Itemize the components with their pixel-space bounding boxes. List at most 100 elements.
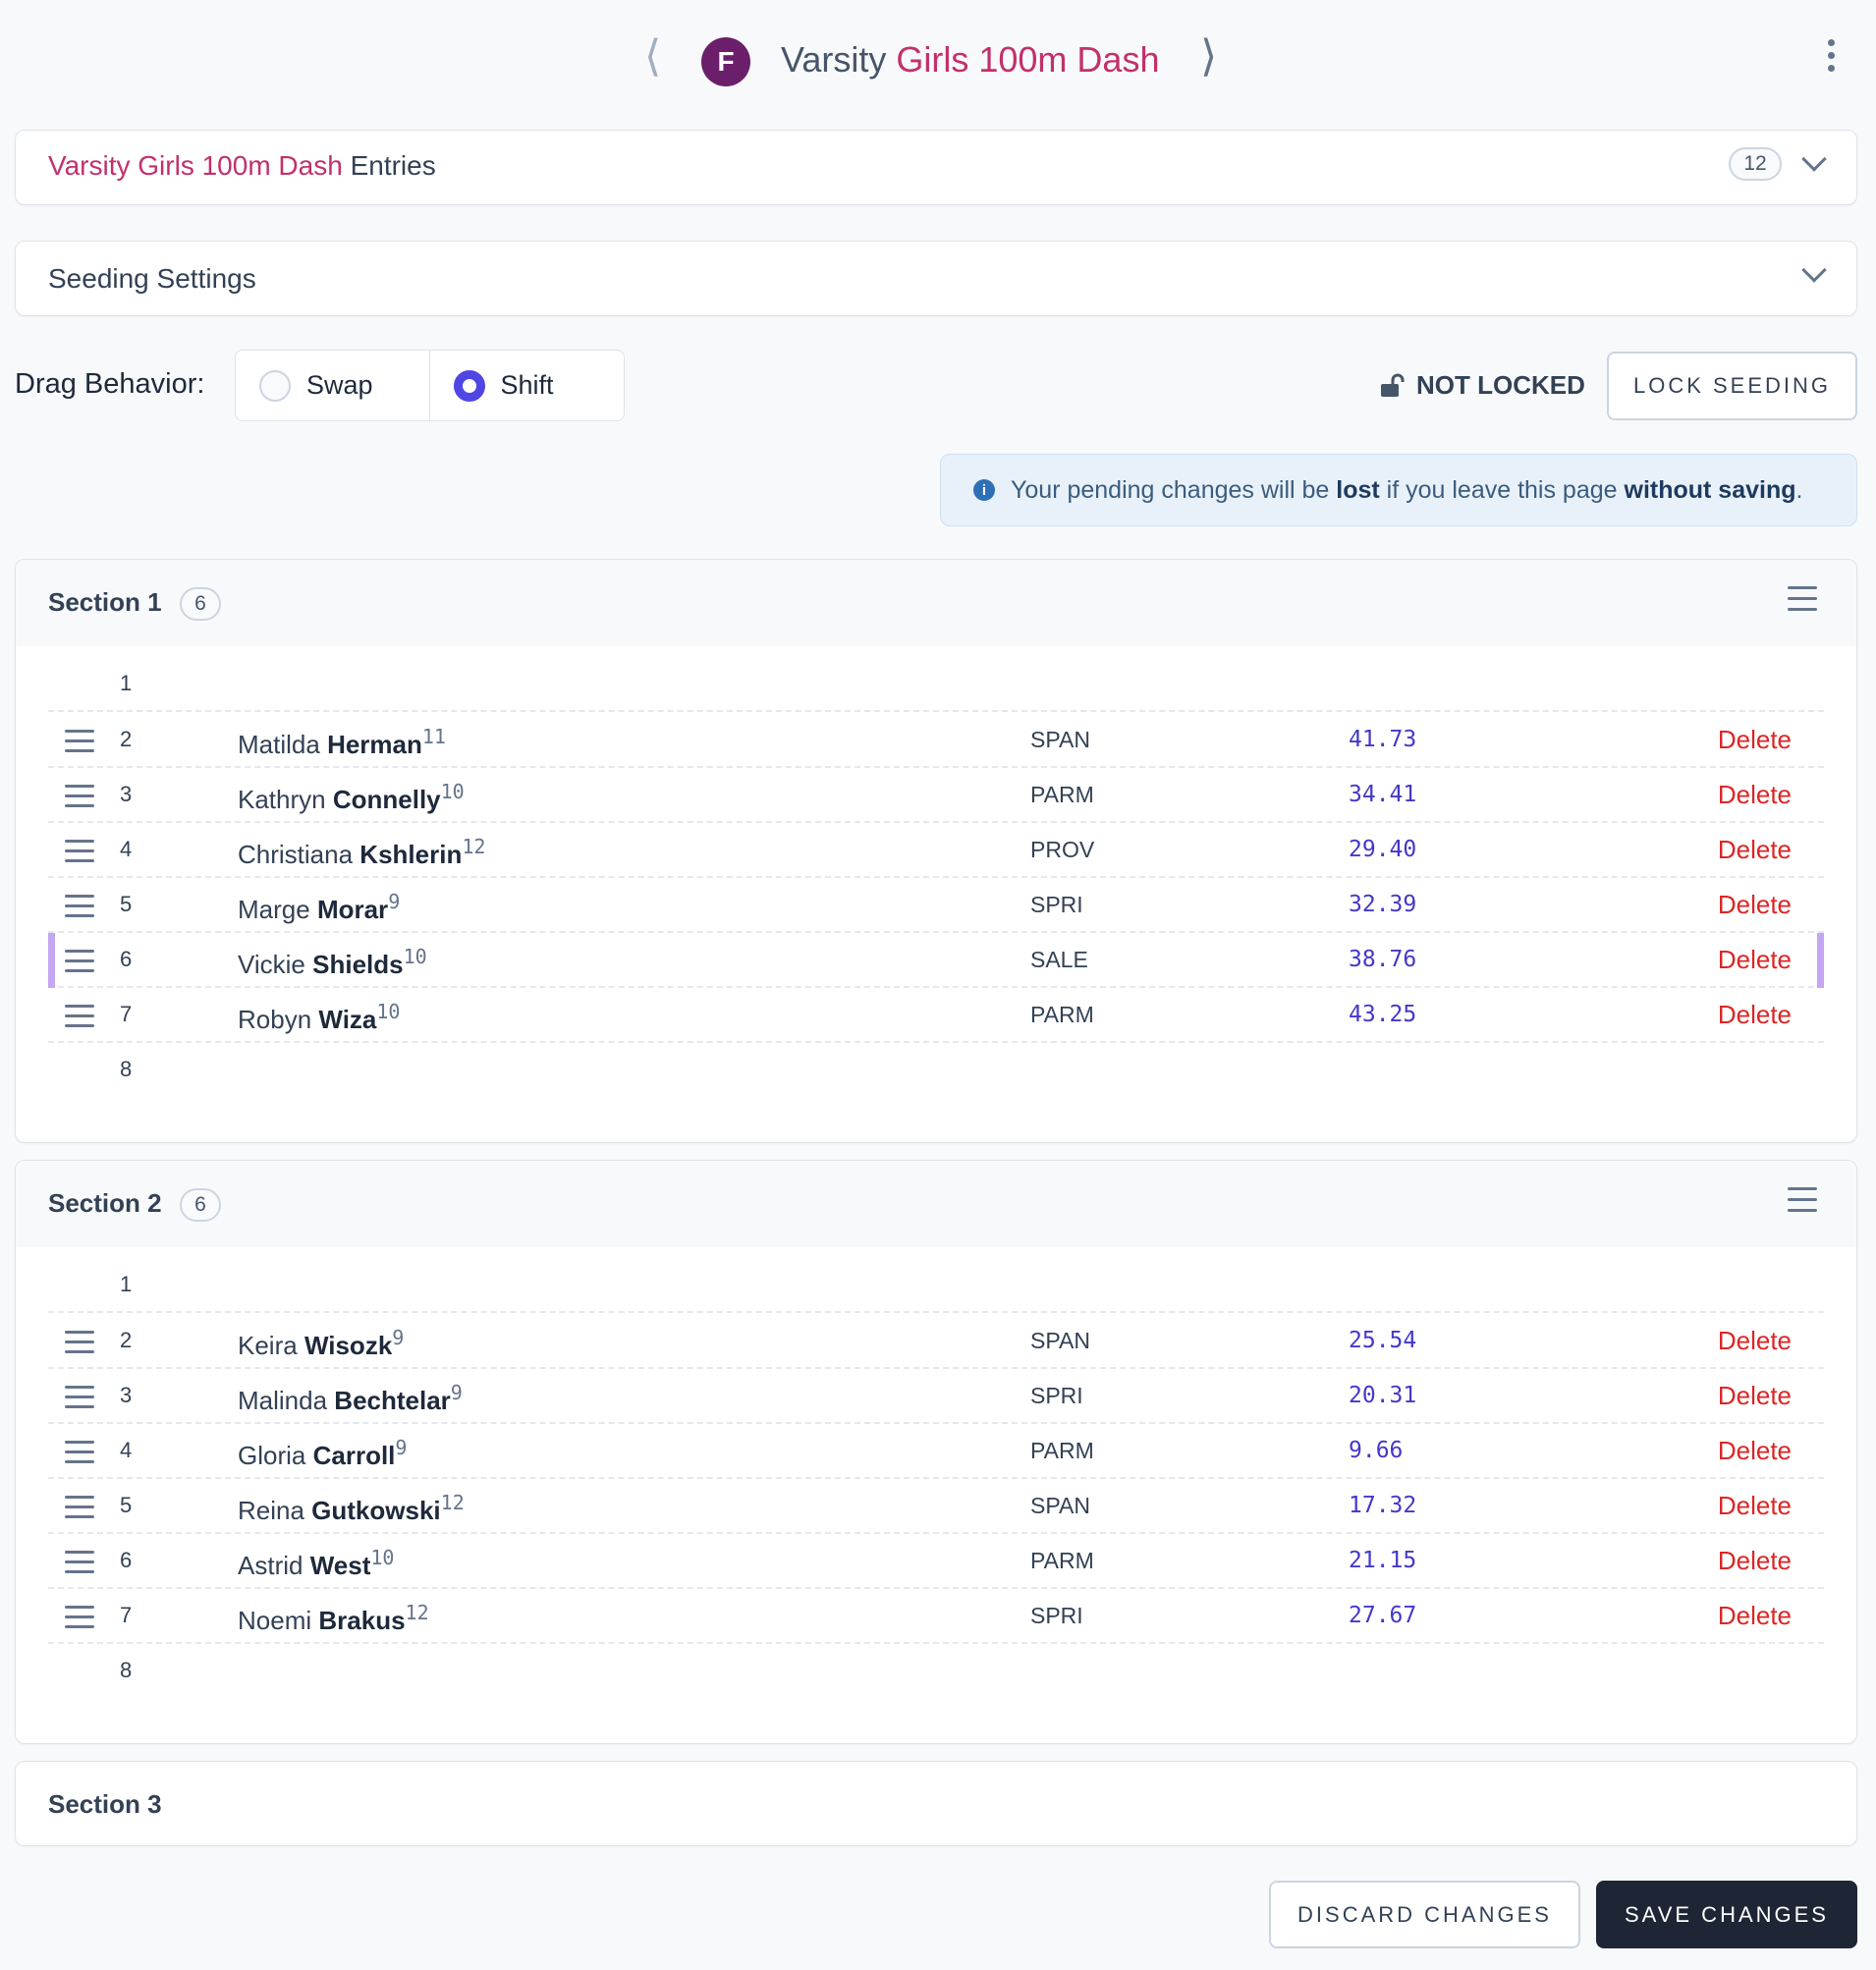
athlete-name: Gloria Carroll9: [238, 1436, 408, 1470]
entry-row[interactable]: 4 Christiana Kshlerin12 PROV 29.40 Delet…: [48, 823, 1824, 878]
drag-behavior-toggle: Swap Shift: [235, 350, 625, 421]
delete-button[interactable]: Delete: [1717, 1601, 1792, 1630]
drag-handle-icon[interactable]: [65, 950, 94, 972]
drag-handle-icon[interactable]: [65, 1441, 94, 1463]
entry-row[interactable]: 4 Gloria Carroll9 PARM 9.66 Delete: [48, 1424, 1824, 1479]
delete-button[interactable]: Delete: [1717, 890, 1792, 919]
seed-mark: 34.41: [1349, 782, 1417, 807]
lane-number: 6: [120, 947, 133, 971]
athlete-name: Astrid West10: [238, 1546, 395, 1580]
chevron-down-icon[interactable]: [1801, 146, 1827, 172]
delete-button[interactable]: Delete: [1717, 835, 1792, 864]
delete-button[interactable]: Delete: [1717, 1436, 1792, 1465]
athlete-name: Robyn Wiza10: [238, 1000, 401, 1034]
drag-option-swap[interactable]: Swap: [236, 351, 430, 420]
lane-number: 5: [120, 892, 133, 916]
page-title: Varsity Girls 100m Dash: [781, 39, 1159, 81]
delete-button[interactable]: Delete: [1717, 1546, 1792, 1575]
entry-row[interactable]: 3 Malinda Bechtelar9 SPRI 20.31 Delete: [48, 1369, 1824, 1424]
lane-row-empty: 8: [48, 1644, 1824, 1699]
section-title: Section 3: [48, 1789, 162, 1819]
seeding-settings-title: Seeding Settings: [48, 263, 256, 294]
seed-mark: 38.76: [1349, 947, 1417, 972]
section-count-badge: 6: [180, 1188, 221, 1222]
drag-handle-icon[interactable]: [65, 730, 94, 752]
lane-number: 4: [120, 837, 133, 861]
team-code: SPRI: [1030, 1603, 1083, 1628]
section-count-badge: 6: [180, 587, 221, 621]
seed-mark: 29.40: [1349, 837, 1417, 862]
drag-handle-icon[interactable]: [65, 840, 94, 862]
lock-seeding-button[interactable]: LOCK SEEDING: [1607, 352, 1857, 420]
drag-handle-icon[interactable]: [65, 1496, 94, 1518]
athlete-name: Christiana Kshlerin12: [238, 835, 486, 869]
drag-handle-icon[interactable]: [65, 1005, 94, 1027]
hamburger-menu-icon[interactable]: [1788, 586, 1817, 611]
athlete-name: Reina Gutkowski12: [238, 1491, 465, 1525]
seed-mark: 43.25: [1349, 1002, 1417, 1027]
lane-number: 8: [120, 1057, 133, 1081]
page-header: ⟨ F Varsity Girls 100m Dash ⟩: [0, 0, 1876, 126]
delete-button[interactable]: Delete: [1717, 1326, 1792, 1355]
lane-number: 3: [120, 1383, 133, 1407]
drag-behavior-label: Drag Behavior:: [15, 368, 205, 400]
section-title: Section 2: [48, 1188, 162, 1218]
team-code: SALE: [1030, 947, 1088, 972]
lane-number: 6: [120, 1548, 133, 1572]
lane-number: 7: [120, 1002, 133, 1026]
lane-row-empty: 8: [48, 1043, 1824, 1098]
delete-button[interactable]: Delete: [1717, 725, 1792, 754]
delete-button[interactable]: Delete: [1717, 1000, 1792, 1029]
seed-mark: 32.39: [1349, 892, 1417, 917]
title-level: Varsity: [781, 39, 887, 80]
team-code: SPAN: [1030, 727, 1090, 752]
chevron-left-icon[interactable]: ⟨: [644, 32, 662, 81]
delete-button[interactable]: Delete: [1717, 945, 1792, 974]
delete-button[interactable]: Delete: [1717, 1491, 1792, 1520]
unlock-icon: [1381, 373, 1405, 397]
entry-row[interactable]: 7 Robyn Wiza10 PARM 43.25 Delete: [48, 988, 1824, 1043]
entry-row[interactable]: 7 Noemi Brakus12 SPRI 27.67 Delete: [48, 1589, 1824, 1644]
entry-row[interactable]: 6 Astrid West10 PARM 21.15 Delete: [48, 1534, 1824, 1589]
delete-button[interactable]: Delete: [1717, 780, 1792, 809]
save-changes-button[interactable]: SAVE CHANGES: [1596, 1881, 1857, 1948]
entry-row-highlighted[interactable]: 6 Vickie Shields10 SALE 38.76 Delete: [48, 933, 1824, 988]
entry-row[interactable]: 5 Reina Gutkowski12 SPAN 17.32 Delete: [48, 1479, 1824, 1534]
section-2-card: Section 2 6 1 2 Keira Wisozk9 SPAN 25.54…: [15, 1160, 1857, 1744]
athlete-name: Kathryn Connelly10: [238, 780, 465, 814]
hamburger-menu-icon[interactable]: [1788, 1187, 1817, 1212]
drag-handle-icon[interactable]: [65, 1386, 94, 1408]
discard-changes-button[interactable]: DISCARD CHANGES: [1269, 1881, 1580, 1948]
entries-card[interactable]: Varsity Girls 100m Dash Entries 12: [15, 130, 1857, 205]
title-event: Girls 100m Dash: [896, 39, 1160, 80]
team-code: SPAN: [1030, 1328, 1090, 1353]
section-3-card: Section 3: [15, 1761, 1857, 1846]
drag-handle-icon[interactable]: [65, 785, 94, 807]
drag-option-shift[interactable]: Shift: [430, 351, 625, 420]
chevron-down-icon[interactable]: [1801, 257, 1827, 283]
drag-handle-icon[interactable]: [65, 1606, 94, 1628]
drag-handle-icon[interactable]: [65, 1551, 94, 1573]
entries-card-title: Varsity Girls 100m Dash Entries: [48, 150, 436, 182]
seed-mark: 17.32: [1349, 1493, 1417, 1518]
entry-row[interactable]: 2 Matilda Herman11 SPAN 41.73 Delete: [48, 713, 1824, 768]
entry-row[interactable]: 2 Keira Wisozk9 SPAN 25.54 Delete: [48, 1314, 1824, 1369]
seeding-settings-card[interactable]: Seeding Settings: [15, 241, 1857, 316]
delete-button[interactable]: Delete: [1717, 1381, 1792, 1410]
swap-radio[interactable]: [259, 369, 291, 402]
seed-mark: 20.31: [1349, 1383, 1417, 1408]
lane-number: 1: [120, 1272, 133, 1296]
shift-radio[interactable]: [453, 369, 485, 402]
drag-handle-icon[interactable]: [65, 1331, 94, 1353]
info-icon: i: [973, 479, 995, 501]
entries-count-badge: 12: [1729, 147, 1782, 181]
athlete-name: Malinda Bechtelar9: [238, 1381, 463, 1415]
entry-row[interactable]: 5 Marge Morar9 SPRI 32.39 Delete: [48, 878, 1824, 933]
drag-handle-icon[interactable]: [65, 895, 94, 917]
team-code: SPRI: [1030, 1383, 1083, 1408]
athlete-name: Keira Wisozk9: [238, 1326, 405, 1360]
kebab-menu-icon[interactable]: [1828, 39, 1838, 72]
entry-row[interactable]: 3 Kathryn Connelly10 PARM 34.41 Delete: [48, 768, 1824, 823]
team-code: PARM: [1030, 782, 1094, 807]
chevron-right-icon[interactable]: ⟩: [1200, 32, 1218, 81]
